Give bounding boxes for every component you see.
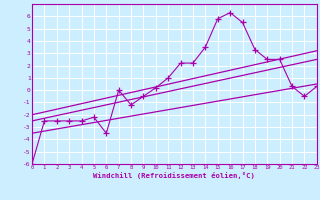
X-axis label: Windchill (Refroidissement éolien,°C): Windchill (Refroidissement éolien,°C): [93, 172, 255, 179]
